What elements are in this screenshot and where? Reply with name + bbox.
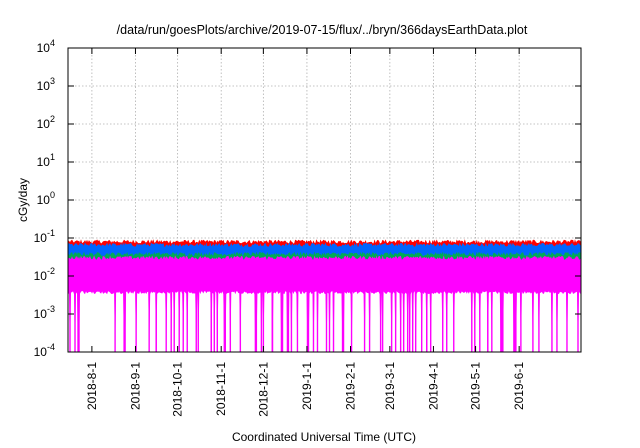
y-tick-label: 10-2: [34, 266, 55, 283]
y-tick-label: 100: [37, 190, 55, 207]
x-axis-label: Coordinated Universal Time (UTC): [232, 430, 416, 444]
x-tick-label: 2018-10-1: [171, 362, 185, 417]
y-tick-label: 102: [37, 114, 55, 131]
y-tick-label: 10-1: [34, 228, 55, 245]
x-axis: 2018-8-1 2018-9-1 2018-10-1 2018-11-1 2018-1…: [85, 48, 526, 417]
x-tick-label: 2019-6-1: [512, 362, 526, 410]
x-tick-label: 2019-3-1: [383, 362, 397, 410]
y-tick-label: 10-3: [34, 304, 55, 321]
chart-title: /data/run/goesPlots/archive/2019-07-15/f…: [117, 23, 528, 37]
x-tick-label: 2018-9-1: [128, 362, 142, 410]
floor-mask: [68, 291, 581, 352]
x-tick-label: 2018-8-1: [85, 362, 99, 410]
x-tick-label: 2018-12-1: [256, 362, 270, 417]
y-axis: 10-4 10-3 10-2 10-1 100 101 102 103 104: [34, 38, 581, 359]
x-tick-label: 2019-4-1: [426, 362, 440, 410]
y-tick-label: 10-4: [34, 342, 55, 359]
y-tick-label: 103: [37, 76, 55, 93]
series-group: [67, 239, 582, 353]
y-tick-label: 104: [37, 38, 55, 55]
y-axis-label: cGy/day: [16, 178, 30, 222]
y-tick-label: 101: [37, 152, 55, 169]
x-tick-label: 2019-5-1: [469, 362, 483, 410]
x-tick-label: 2018-11-1: [214, 362, 228, 416]
x-tick-label: 2019-2-1: [344, 362, 358, 410]
x-tick-label: 2019-1-1: [300, 362, 314, 410]
